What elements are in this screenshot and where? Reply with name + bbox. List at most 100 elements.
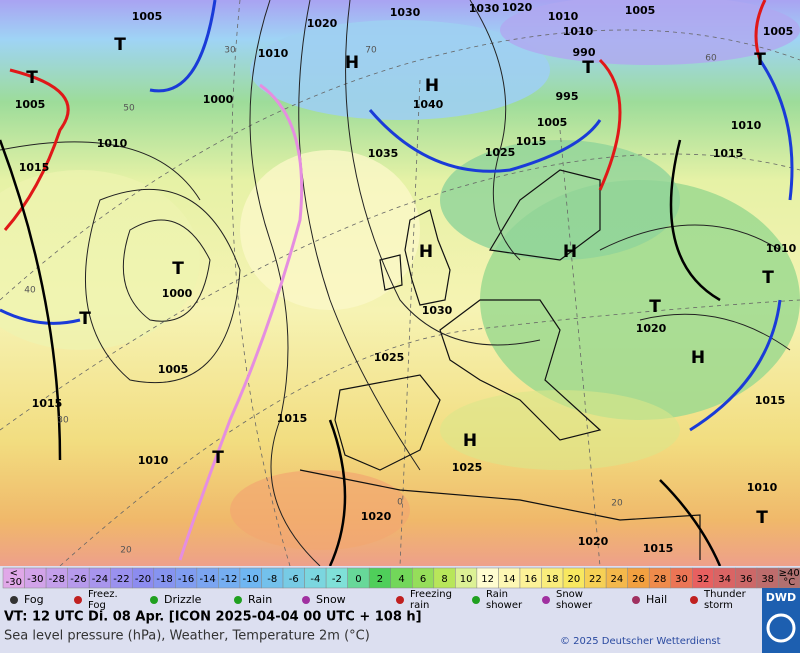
temp-label: 6 xyxy=(420,574,426,585)
weather-legend: Fog Freez.Fog Drizzle Rain Snow FreezingrainR… xyxy=(10,589,747,611)
temp-label: 18 xyxy=(546,574,559,585)
isobars xyxy=(0,0,791,567)
temp-label: -30 xyxy=(27,574,43,585)
isobar-label: 1005 xyxy=(537,116,568,129)
temp-label: 2 xyxy=(377,574,383,585)
temp-label: -14 xyxy=(199,574,215,585)
isobar-label: 1015 xyxy=(713,147,744,160)
isobar-label: 1005 xyxy=(15,98,46,111)
isobar-label: 1020 xyxy=(502,1,533,14)
temp-label: -18 xyxy=(156,574,172,585)
temp-label: -22 xyxy=(113,574,129,585)
pressure-center: T xyxy=(79,309,91,329)
pressure-center: T xyxy=(212,448,224,468)
isobar-label: 1015 xyxy=(277,412,308,425)
isobar-label: 1005 xyxy=(158,363,189,376)
pressure-center: T xyxy=(754,50,766,70)
temp-label: -30 xyxy=(6,577,22,588)
isobar-label: 1005 xyxy=(625,4,656,17)
isobar-label: 1000 xyxy=(203,93,234,106)
weather-label: Thunder xyxy=(703,589,747,600)
temp-label: 0 xyxy=(355,574,361,585)
legend: <-30 -30 -28 -26 -24 -22 -20 -18 -16 -14 -12 -10 -8-… xyxy=(0,566,800,653)
grid-label: 30 xyxy=(224,46,236,56)
weather-label: Fog xyxy=(24,593,44,606)
pressure-center: H xyxy=(463,431,477,451)
weather-label: Rain xyxy=(486,589,508,600)
weather-label: Drizzle xyxy=(164,593,202,606)
temp-label: 34 xyxy=(718,574,731,585)
isobar-label: 1025 xyxy=(452,461,483,474)
weather-label: Fog xyxy=(88,600,106,611)
isobar-label: 1040 xyxy=(413,98,444,111)
coastlines xyxy=(299,169,701,560)
temp-label: -24 xyxy=(92,574,108,585)
isobar-label: 1015 xyxy=(755,394,786,407)
graticule xyxy=(0,0,800,567)
temp-label: -6 xyxy=(289,574,299,585)
weather-icon xyxy=(234,596,242,604)
weather-label: Hail xyxy=(646,593,667,606)
temp-label: 32 xyxy=(697,574,710,585)
weather-icon xyxy=(74,596,82,604)
isobar-label: 1010 xyxy=(766,242,797,255)
grid-label: 20 xyxy=(120,546,132,556)
temp-label: 12 xyxy=(481,574,494,585)
temp-label: 10 xyxy=(460,574,473,585)
weather-icon xyxy=(396,596,404,604)
isobar-label: 1015 xyxy=(19,161,50,174)
temp-label: -20 xyxy=(135,574,151,585)
weather-label: shower xyxy=(556,600,593,611)
temp-label: < xyxy=(10,568,18,579)
temp-label: -4 xyxy=(310,574,320,585)
temp-label: -10 xyxy=(243,574,259,585)
pressure-center: T xyxy=(762,268,774,288)
grid-label: 70 xyxy=(365,46,377,56)
logo-icon xyxy=(766,613,796,643)
pressure-center: T xyxy=(26,68,38,88)
isobar-label: 1020 xyxy=(361,510,392,523)
isobar-label: 1030 xyxy=(390,6,421,19)
fronts xyxy=(0,0,794,561)
weather-label: Snow xyxy=(316,593,346,606)
grid-label: 40 xyxy=(24,286,36,296)
grid-label: 20 xyxy=(611,499,623,509)
pressure-center: T xyxy=(582,58,594,78)
pressure-center: H xyxy=(345,53,359,73)
pressure-center: H xyxy=(419,242,433,262)
pressure-center: T xyxy=(114,35,126,55)
isobar-label: 1015 xyxy=(516,135,547,148)
weather-label: Freez. xyxy=(88,589,118,600)
isobar-label: 1035 xyxy=(368,147,399,160)
map-description: Sea level pressure (hPa), Weather, Tempe… xyxy=(4,629,370,644)
isobar-label: 995 xyxy=(556,90,579,103)
isobar-label: 1025 xyxy=(485,146,516,159)
isobar-label: 1025 xyxy=(374,351,405,364)
isobar-label: 1020 xyxy=(636,322,667,335)
temp-label: 28 xyxy=(654,574,667,585)
weather-icon xyxy=(10,596,18,604)
isobar-label: 1010 xyxy=(731,119,762,132)
isobar-label: 1010 xyxy=(548,10,579,23)
weather-label: Freezing xyxy=(410,589,452,600)
weather-label: storm xyxy=(704,600,733,611)
pressure-center: T xyxy=(649,297,661,317)
weather-label: Snow xyxy=(556,589,583,600)
temp-label: 22 xyxy=(589,574,602,585)
temp-label: ≥40 xyxy=(779,568,800,579)
temp-label: 8 xyxy=(441,574,447,585)
isobar-label: 1010 xyxy=(138,454,169,467)
temp-label: 16 xyxy=(524,574,537,585)
weather-label: Rain xyxy=(248,593,272,606)
isobar-label: 1030 xyxy=(469,2,500,15)
isobar-label: 1010 xyxy=(747,481,778,494)
temp-label: 26 xyxy=(632,574,645,585)
pressure-center: T xyxy=(172,259,184,279)
weather-label: rain xyxy=(410,600,429,611)
temp-label: 36 xyxy=(740,574,753,585)
temp-label: 30 xyxy=(675,574,688,585)
isobar-label: 1010 xyxy=(563,25,594,38)
